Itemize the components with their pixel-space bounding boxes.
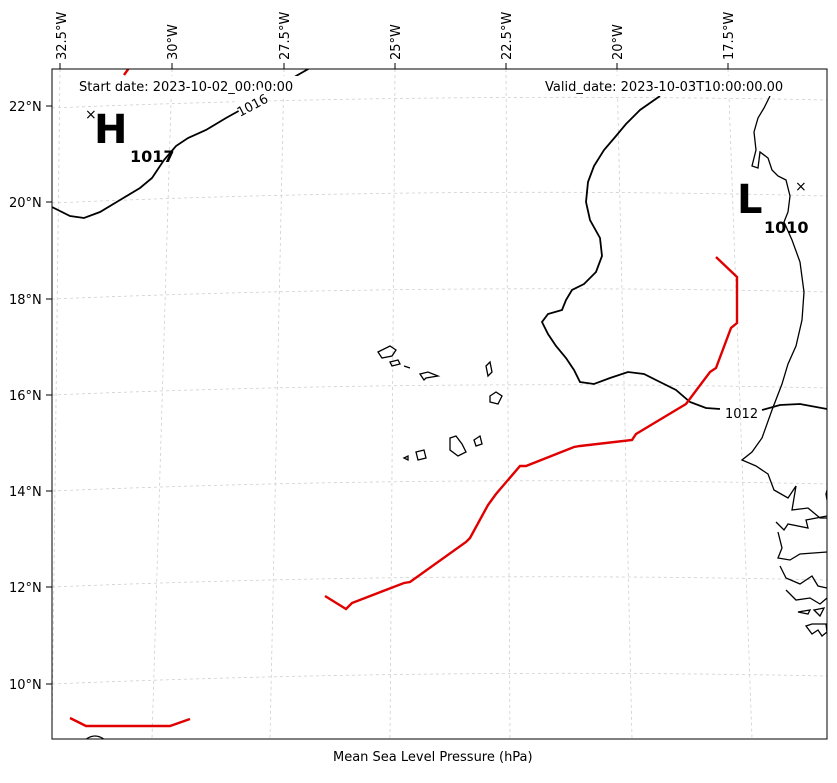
lat-tick-label: 18°N xyxy=(9,293,42,308)
lon-tick-label: 30°W xyxy=(166,24,181,60)
start-date-label: Start date: 2023-10-02_00:00:00 xyxy=(79,80,293,95)
isobars xyxy=(52,69,827,411)
gridlines xyxy=(52,69,827,739)
front-lines xyxy=(69,69,739,728)
lon-tick-label: 22.5°W xyxy=(500,12,515,60)
lat-ticks-marks xyxy=(46,105,52,685)
low-center-value: 1010 xyxy=(764,218,809,237)
lon-tick-label: 20°W xyxy=(611,24,626,60)
front-main xyxy=(324,256,739,611)
isobar-label-1012: 1012 xyxy=(725,407,758,422)
high-center-letter: H xyxy=(94,107,127,153)
start-date-bg xyxy=(74,76,314,96)
isobar-1012 xyxy=(540,95,721,410)
high-center-marker-icon: × xyxy=(85,107,97,123)
low-pressure-center: × L 1010 xyxy=(737,177,809,237)
low-center-marker-icon: × xyxy=(795,179,807,195)
cape-verde-islands xyxy=(377,345,503,462)
lat-tick-labels: 22°N 20°N 18°N 16°N 14°N 12°N 10°N xyxy=(9,100,42,693)
coastline xyxy=(85,95,827,739)
lon-tick-label: 32.5°W xyxy=(55,12,70,60)
valid-date-bg xyxy=(540,76,805,96)
isobar-label-bg xyxy=(234,87,270,117)
low-center-letter: L xyxy=(737,177,763,223)
lon-tick-label: 27.5°W xyxy=(278,12,293,60)
lon-ticks-marks xyxy=(59,63,729,69)
plot-frame xyxy=(51,68,828,740)
lon-tick-labels: 32.5°W 30°W 27.5°W 25°W 22.5°W 20°W 17.5… xyxy=(55,12,737,60)
lat-tick-label: 14°N xyxy=(9,485,42,500)
lat-tick-label: 12°N xyxy=(9,581,42,596)
high-center-value: 1017 xyxy=(130,147,175,166)
high-pressure-center: × H 1017 xyxy=(85,107,175,166)
lat-tick-label: 22°N xyxy=(9,100,42,115)
africa-coastline xyxy=(740,95,827,519)
lat-tick-label: 20°N xyxy=(9,196,42,211)
lat-tick-label: 10°N xyxy=(9,678,42,693)
lat-tick-label: 16°N xyxy=(9,389,42,404)
lon-tick-label: 25°W xyxy=(389,24,404,60)
front-south xyxy=(69,716,191,728)
lon-tick-label: 17.5°W xyxy=(722,12,737,60)
map-caption: Mean Sea Level Pressure (hPa) xyxy=(333,750,533,765)
valid-date-label: Valid_date: 2023-10-03T10:00:00.00 xyxy=(545,80,783,95)
